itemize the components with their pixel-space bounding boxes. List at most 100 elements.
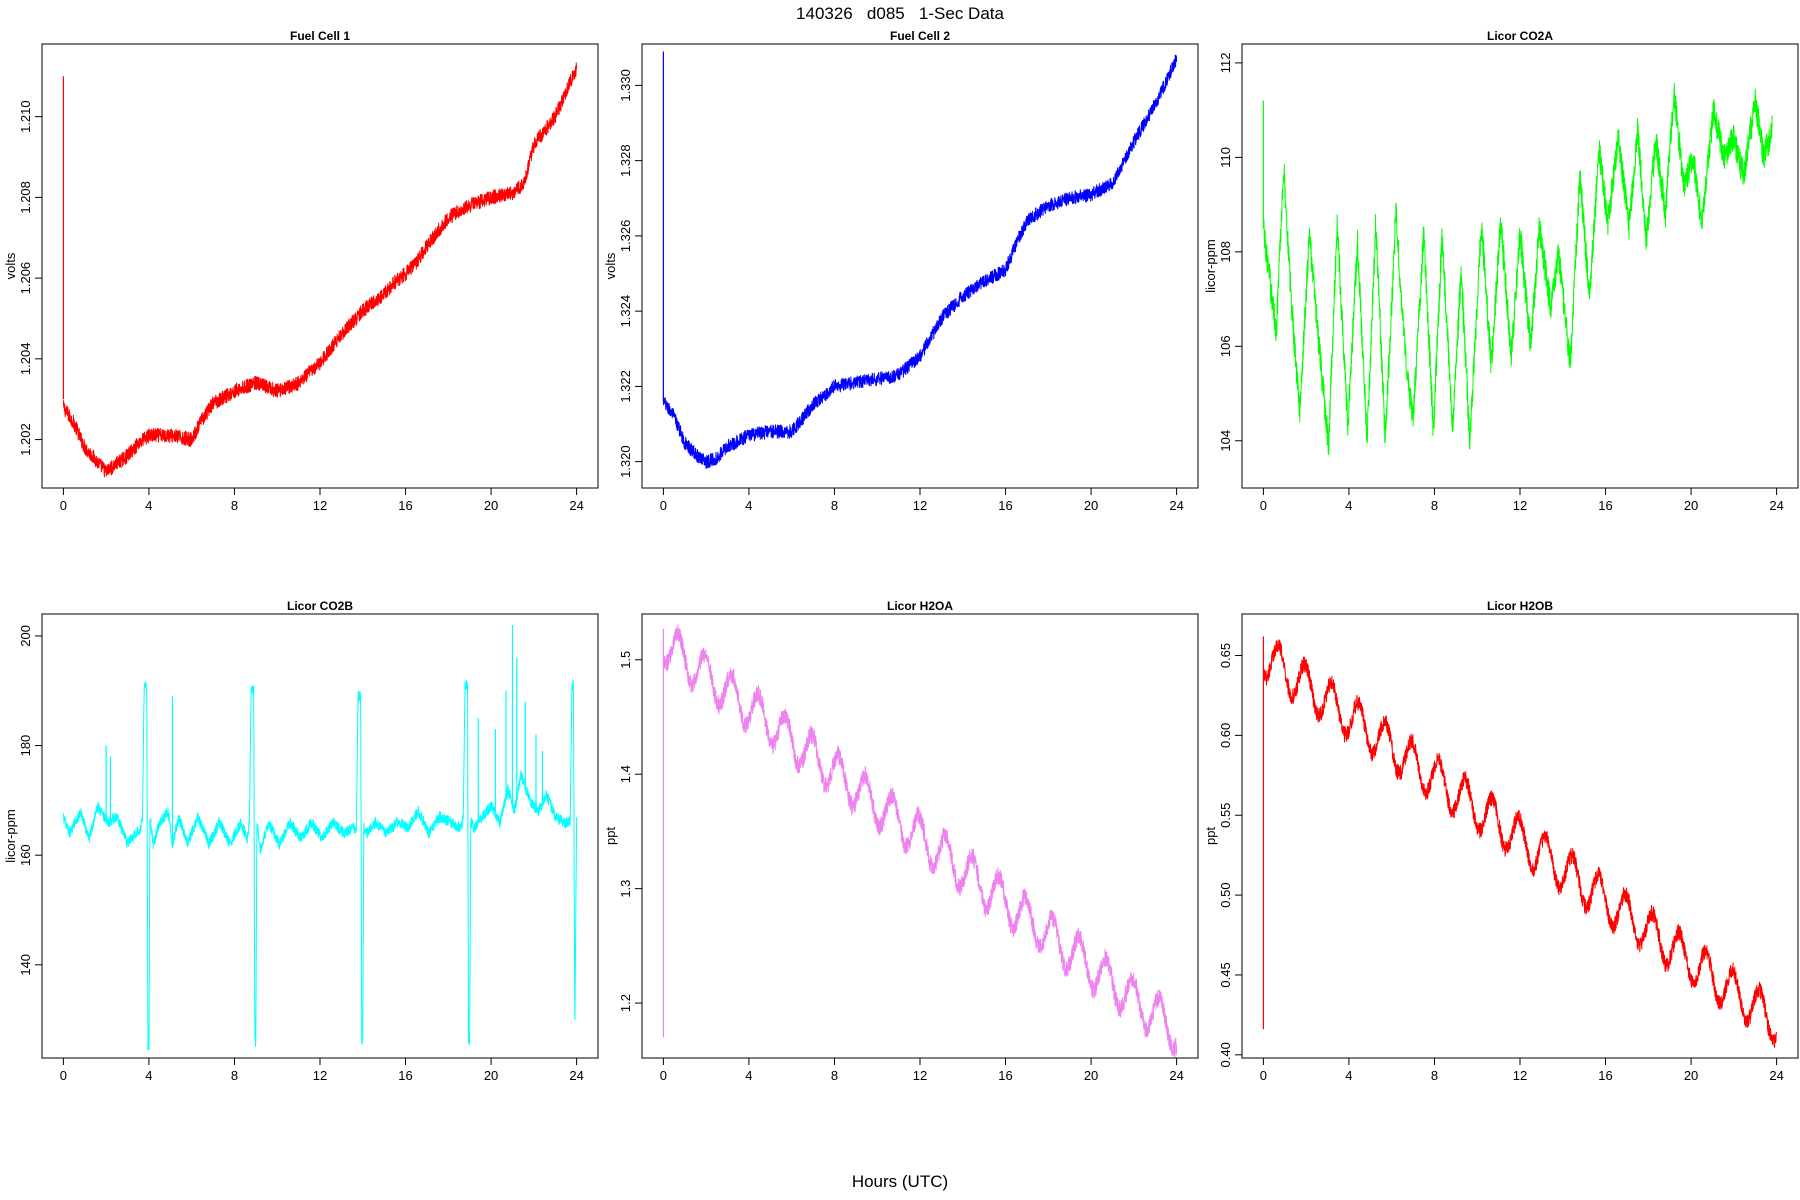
y-tick-label: 104 <box>1218 430 1233 452</box>
y-axis-label: volts <box>3 252 18 279</box>
panel-licor-h2ob: Licor H2OB ppt 0 4 8 12 16 20 24 0.40 0.45 0.50 0.55… <box>1200 598 1800 1168</box>
panel-fuel-cell-2: Fuel Cell 2 volts 0 4 8 12 16 20 24 1.320 1.322 1.3… <box>600 28 1200 598</box>
x-tick-label: 12 <box>313 1068 327 1083</box>
chart-licor-h2ob: Licor H2OB ppt 0 4 8 12 16 20 24 0.40 0.45 0.50 0.55… <box>1203 599 1799 1083</box>
x-tick-label: 24 <box>1169 498 1183 513</box>
x-tick-label: 16 <box>1598 1068 1612 1083</box>
series-line-fuel-cell-2 <box>662 54 1178 469</box>
x-tick-label: 8 <box>231 1068 238 1083</box>
y-tick-label: 1.328 <box>618 144 633 177</box>
chart-licor-h2oa: Licor H2OA ppt 0 4 8 12 16 20 24 1.2 1.3 1.4 1.5 <box>603 599 1199 1083</box>
x-tick-label: 4 <box>1345 498 1352 513</box>
y-axis-label: ppt <box>603 827 618 845</box>
chart-title: Licor CO2B <box>287 599 353 613</box>
x-tick-label: 20 <box>1684 1068 1698 1083</box>
y-tick-label: 140 <box>18 954 33 976</box>
y-tick-label: 110 <box>1218 147 1233 168</box>
x-tick-label: 0 <box>60 498 67 513</box>
chart-title: Fuel Cell 2 <box>890 29 950 43</box>
y-tick-label: 1.324 <box>618 295 633 328</box>
x-tick-label: 20 <box>484 1068 498 1083</box>
chart-fuel-cell-1: Fuel Cell 1 volts 0 4 8 12 16 20 24 1.202 1.204 1.2… <box>3 29 599 513</box>
x-tick-label: 24 <box>569 498 583 513</box>
x-axis-label: Hours (UTC) <box>851 1172 949 1191</box>
x-tick-label: 0 <box>1260 498 1267 513</box>
chart-licor-co2a: Licor CO2A licor-ppm 0 4 8 12 16 20 24 104 106 108 1… <box>1203 29 1799 513</box>
x-tick-label: 4 <box>1345 1068 1352 1083</box>
y-tick-label: 1.202 <box>18 423 33 456</box>
y-tick-label: 160 <box>18 844 33 866</box>
panel-licor-co2a: Licor CO2A licor-ppm 0 4 8 12 16 20 24 104 106 108 1… <box>1200 28 1800 598</box>
x-tick-label: 24 <box>1169 1068 1183 1083</box>
series-line-licor-h2oa <box>662 624 1178 1059</box>
panel-licor-co2b: Licor CO2B licor-ppm 0 4 8 12 16 20 24 140 160 180 2… <box>0 598 600 1168</box>
y-tick-label: 1.320 <box>618 445 633 478</box>
y-tick-label: 1.3 <box>618 880 633 898</box>
series-line-licor-h2ob <box>1262 639 1778 1048</box>
y-tick-label: 106 <box>1218 335 1233 357</box>
y-tick-label: 1.204 <box>18 343 33 376</box>
y-tick-label: 1.326 <box>618 220 633 253</box>
series-line-licor-co2b <box>62 679 578 1051</box>
x-tick-label: 4 <box>745 498 752 513</box>
x-tick-label: 20 <box>1084 498 1098 513</box>
y-axis-label: volts <box>603 252 618 279</box>
y-tick-label: 0.55 <box>1218 803 1233 828</box>
x-tick-label: 8 <box>831 1068 838 1083</box>
y-tick-label: 1.206 <box>18 262 33 295</box>
x-tick-label: 24 <box>569 1068 583 1083</box>
y-tick-label: 1.208 <box>18 181 33 214</box>
panel-licor-h2oa: Licor H2OA ppt 0 4 8 12 16 20 24 1.2 1.3 1.4 1.5 <box>600 598 1200 1168</box>
x-tick-label: 20 <box>1084 1068 1098 1083</box>
x-tick-label: 8 <box>1431 498 1438 513</box>
page-title: 140326 d085 1-Sec Data <box>796 4 1004 23</box>
y-axis-label: ppt <box>1203 827 1218 845</box>
x-tick-label: 20 <box>484 498 498 513</box>
y-tick-label: 112 <box>1218 53 1233 74</box>
y-tick-label: 108 <box>1218 241 1233 263</box>
x-tick-label: 8 <box>231 498 238 513</box>
x-tick-label: 24 <box>1769 1068 1783 1083</box>
x-tick-label: 0 <box>660 498 667 513</box>
chart-title: Licor H2OA <box>887 599 953 613</box>
plot-frame <box>641 43 1199 489</box>
panel-fuel-cell-1: Fuel Cell 1 volts 0 4 8 12 16 20 24 1.202 1.204 1.2… <box>0 28 600 598</box>
y-tick-label: 180 <box>18 735 33 757</box>
x-tick-label: 12 <box>913 1068 927 1083</box>
x-tick-label: 0 <box>660 1068 667 1083</box>
y-tick-label: 1.330 <box>618 69 633 102</box>
y-tick-label: 1.5 <box>618 651 633 669</box>
chart-title: Licor CO2A <box>1487 29 1553 43</box>
y-tick-label: 1.4 <box>618 765 633 783</box>
chart-title: Fuel Cell 1 <box>290 29 350 43</box>
x-tick-label: 4 <box>745 1068 752 1083</box>
x-tick-label: 0 <box>60 1068 67 1083</box>
chart-licor-co2b: Licor CO2B licor-ppm 0 4 8 12 16 20 24 140 160 180 2… <box>3 599 599 1083</box>
x-tick-label: 12 <box>313 498 327 513</box>
x-tick-label: 12 <box>1513 498 1527 513</box>
x-tick-label: 16 <box>998 1068 1012 1083</box>
y-tick-label: 1.210 <box>18 100 33 133</box>
x-tick-label: 0 <box>1260 1068 1267 1083</box>
x-tick-label: 20 <box>1684 498 1698 513</box>
y-tick-label: 0.40 <box>1218 1042 1233 1067</box>
x-tick-label: 4 <box>145 498 152 513</box>
plot-frame <box>41 43 599 489</box>
x-tick-label: 16 <box>398 1068 412 1083</box>
x-tick-label: 8 <box>1431 1068 1438 1083</box>
y-axis-label: licor-ppm <box>1203 239 1218 292</box>
x-tick-label: 8 <box>831 498 838 513</box>
x-tick-label: 24 <box>1769 498 1783 513</box>
x-tick-label: 12 <box>1513 1068 1527 1083</box>
chart-fuel-cell-2: Fuel Cell 2 volts 0 4 8 12 16 20 24 1.320 1.322 1.3… <box>603 29 1199 513</box>
y-axis-label: licor-ppm <box>3 809 18 862</box>
y-tick-label: 0.60 <box>1218 723 1233 748</box>
x-tick-label: 4 <box>145 1068 152 1083</box>
y-tick-label: 200 <box>18 625 33 647</box>
x-tick-label: 16 <box>1598 498 1612 513</box>
x-tick-label: 12 <box>913 498 927 513</box>
series-line-licor-co2a <box>1262 82 1773 456</box>
y-tick-label: 0.65 <box>1218 643 1233 668</box>
chart-title: Licor H2OB <box>1487 599 1553 613</box>
